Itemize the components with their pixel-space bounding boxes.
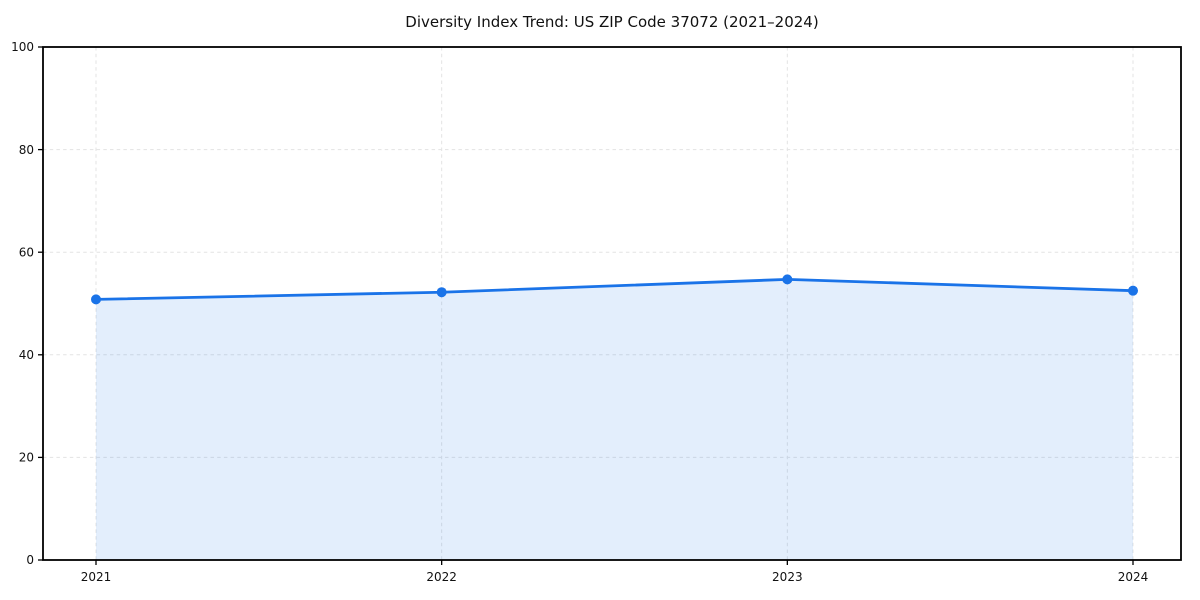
x-tick-label-2021: 2021	[81, 570, 112, 584]
y-tick-label-20: 20	[19, 451, 34, 465]
data-point-2022	[436, 287, 447, 298]
area-fill	[96, 279, 1133, 560]
x-tick-label-2023: 2023	[772, 570, 803, 584]
y-tick-label-0: 0	[26, 553, 34, 567]
y-tick-label-60: 60	[19, 245, 34, 259]
x-tick-label-2022: 2022	[426, 570, 457, 584]
trend-line	[94, 277, 1135, 301]
axes-box	[42, 46, 1182, 561]
data-point-2024	[1128, 285, 1138, 296]
data-point-2021	[91, 294, 101, 305]
x-tick-label-2024: 2024	[1118, 570, 1149, 584]
y-tick-label-100: 100	[11, 40, 34, 54]
y-tick-label-80: 80	[19, 143, 34, 157]
chart-title: Diversity Index Trend: US ZIP Code 37072…	[405, 13, 819, 31]
data-point-2023	[782, 274, 793, 285]
y-tick-label-40: 40	[19, 348, 34, 362]
